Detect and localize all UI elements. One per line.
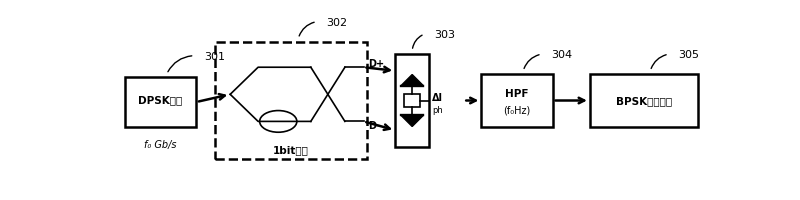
Text: (f₀Hz): (f₀Hz) — [503, 105, 530, 115]
Text: HPF: HPF — [506, 88, 529, 98]
Text: ph: ph — [432, 106, 443, 115]
Text: f₀ Gb/s: f₀ Gb/s — [144, 139, 177, 149]
Text: 305: 305 — [678, 50, 699, 60]
FancyBboxPatch shape — [214, 42, 366, 160]
FancyBboxPatch shape — [590, 75, 698, 127]
FancyBboxPatch shape — [395, 55, 430, 147]
Text: ΔI: ΔI — [432, 93, 443, 103]
Text: D-: D- — [368, 121, 380, 131]
Polygon shape — [401, 75, 423, 86]
FancyBboxPatch shape — [482, 75, 553, 127]
Text: 304: 304 — [551, 50, 572, 60]
Text: BPSK解码电路: BPSK解码电路 — [616, 96, 672, 106]
FancyBboxPatch shape — [405, 95, 420, 107]
Text: 303: 303 — [434, 30, 455, 40]
Text: 1bit延时: 1bit延时 — [273, 145, 309, 154]
Text: DPSK信号: DPSK信号 — [138, 94, 182, 104]
Text: D+: D+ — [368, 59, 384, 69]
Text: 301: 301 — [204, 51, 225, 61]
Text: 302: 302 — [326, 17, 347, 27]
Ellipse shape — [260, 111, 297, 133]
Polygon shape — [401, 116, 423, 127]
FancyBboxPatch shape — [125, 78, 196, 127]
